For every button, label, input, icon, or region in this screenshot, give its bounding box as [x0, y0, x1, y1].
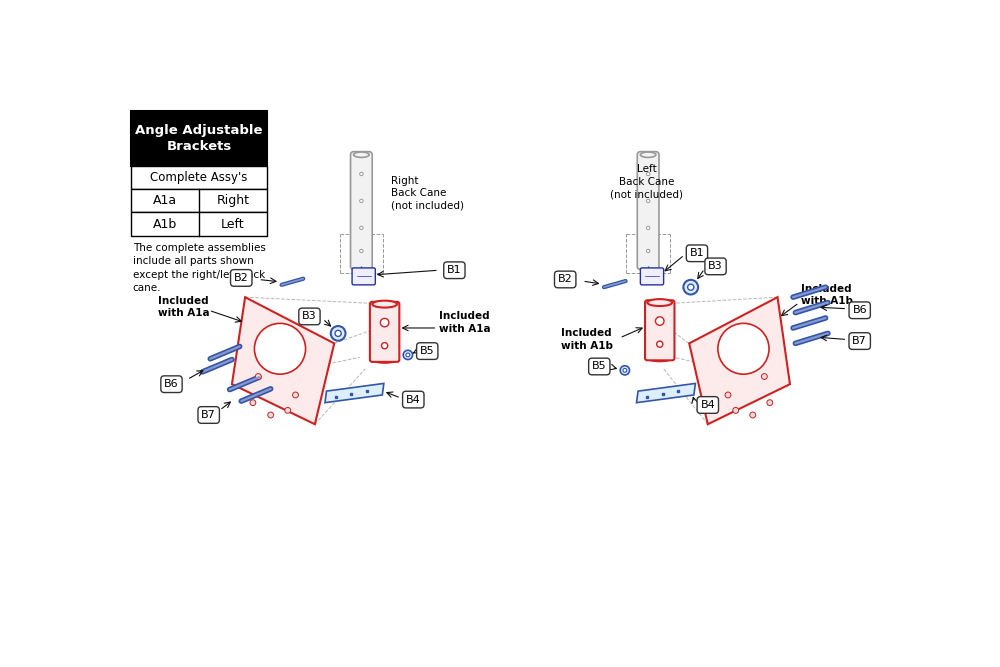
Ellipse shape: [620, 366, 630, 375]
FancyBboxPatch shape: [131, 213, 267, 235]
Text: Included
with A1b: Included with A1b: [561, 328, 613, 351]
Ellipse shape: [331, 326, 345, 341]
Polygon shape: [232, 297, 334, 424]
Text: B5: B5: [592, 362, 607, 372]
Circle shape: [646, 172, 650, 175]
Ellipse shape: [406, 353, 410, 357]
Text: Included
with A1a: Included with A1a: [439, 311, 490, 334]
Ellipse shape: [354, 152, 369, 157]
Circle shape: [725, 392, 731, 398]
Text: Right: Right: [216, 194, 249, 207]
Ellipse shape: [623, 368, 627, 372]
FancyBboxPatch shape: [637, 151, 659, 269]
FancyBboxPatch shape: [131, 189, 267, 213]
Circle shape: [380, 318, 389, 327]
Text: A1a: A1a: [153, 194, 177, 207]
Circle shape: [360, 172, 363, 175]
Text: The complete assemblies
include all parts shown
except the right/left back
cane.: The complete assemblies include all part…: [133, 243, 266, 293]
Text: A1b: A1b: [153, 217, 177, 231]
Polygon shape: [637, 384, 695, 403]
Circle shape: [250, 400, 256, 406]
Circle shape: [750, 412, 756, 418]
Ellipse shape: [647, 355, 672, 362]
Ellipse shape: [372, 301, 397, 307]
Ellipse shape: [683, 280, 698, 295]
Text: Left
Back Cane
(not included): Left Back Cane (not included): [610, 164, 683, 199]
Text: Complete Assy's: Complete Assy's: [150, 171, 248, 184]
Circle shape: [360, 249, 363, 253]
Ellipse shape: [335, 330, 341, 336]
Text: Included
with A1b: Included with A1b: [801, 283, 853, 306]
Text: Left: Left: [221, 217, 245, 231]
Circle shape: [255, 374, 261, 380]
Circle shape: [655, 317, 664, 325]
Circle shape: [268, 412, 274, 418]
Circle shape: [382, 343, 388, 349]
Text: Right
Back Cane
(not included): Right Back Cane (not included): [391, 176, 464, 211]
FancyBboxPatch shape: [645, 300, 674, 360]
Circle shape: [293, 392, 298, 398]
Text: B6: B6: [164, 380, 179, 389]
Circle shape: [657, 341, 663, 348]
Circle shape: [254, 323, 306, 374]
Ellipse shape: [640, 152, 656, 157]
Text: B4: B4: [406, 395, 421, 405]
Text: B7: B7: [201, 410, 216, 420]
FancyBboxPatch shape: [131, 111, 267, 166]
Circle shape: [761, 374, 767, 380]
Text: B1: B1: [447, 265, 462, 275]
Circle shape: [360, 199, 363, 203]
Circle shape: [360, 226, 363, 229]
Text: B2: B2: [234, 273, 249, 283]
Text: Included
with A1a: Included with A1a: [158, 296, 209, 318]
FancyBboxPatch shape: [640, 268, 664, 285]
Ellipse shape: [403, 350, 413, 360]
Text: B1: B1: [690, 248, 704, 258]
FancyBboxPatch shape: [370, 301, 399, 362]
FancyBboxPatch shape: [351, 151, 372, 269]
FancyBboxPatch shape: [352, 268, 375, 285]
Circle shape: [285, 408, 291, 414]
Text: B7: B7: [852, 336, 867, 346]
Circle shape: [646, 249, 650, 253]
Text: B4: B4: [700, 400, 715, 410]
Ellipse shape: [688, 284, 694, 290]
Ellipse shape: [372, 356, 397, 363]
Circle shape: [646, 226, 650, 229]
Text: B3: B3: [708, 261, 723, 271]
Circle shape: [767, 400, 773, 406]
Text: Angle Adjustable
Brackets: Angle Adjustable Brackets: [135, 124, 263, 153]
Text: B3: B3: [302, 311, 317, 321]
Text: B2: B2: [558, 274, 573, 284]
Polygon shape: [325, 384, 384, 403]
Text: B5: B5: [420, 346, 435, 356]
Circle shape: [646, 199, 650, 203]
Circle shape: [733, 408, 739, 414]
Ellipse shape: [647, 299, 672, 306]
Circle shape: [718, 323, 769, 374]
FancyBboxPatch shape: [131, 166, 267, 189]
Polygon shape: [689, 297, 790, 424]
Text: B6: B6: [852, 305, 867, 315]
